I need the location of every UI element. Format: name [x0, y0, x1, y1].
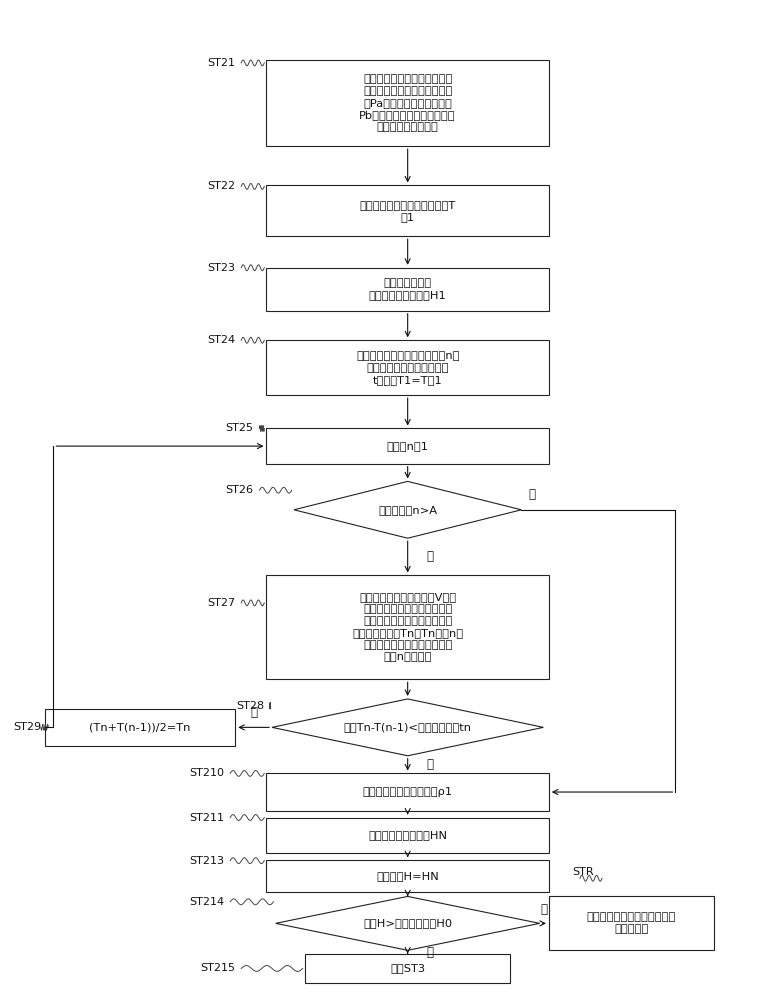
- Bar: [549, 896, 714, 950]
- Text: 是: 是: [426, 758, 433, 771]
- Text: 查询此时变压器油的密度ρ1: 查询此时变压器油的密度ρ1: [363, 787, 453, 797]
- Bar: [267, 340, 549, 395]
- Bar: [44, 709, 235, 746]
- Text: 是: 是: [529, 488, 536, 501]
- Text: 输出油位H=HN: 输出油位H=HN: [377, 871, 439, 881]
- Text: ST22: ST22: [207, 181, 235, 191]
- Polygon shape: [272, 699, 543, 756]
- Text: ST23: ST23: [207, 263, 235, 273]
- Bar: [267, 185, 549, 236]
- Text: 判断Tn-T(n-1)<预设温度阈值tn: 判断Tn-T(n-1)<预设温度阈值tn: [344, 722, 471, 732]
- Text: 否: 否: [541, 903, 548, 916]
- Text: 油位H>预设油位阈值H0: 油位H>预设油位阈值H0: [363, 918, 452, 928]
- Bar: [267, 60, 549, 146]
- Bar: [267, 268, 549, 311]
- Text: ST21: ST21: [207, 58, 235, 68]
- Text: ST27: ST27: [207, 598, 235, 608]
- Text: 是: 是: [426, 946, 433, 959]
- Text: 计算此时的油位高度HN: 计算此时的油位高度HN: [368, 830, 447, 840]
- Text: ST214: ST214: [189, 897, 225, 907]
- Text: ST26: ST26: [225, 485, 254, 495]
- Text: ST25: ST25: [225, 423, 254, 433]
- Polygon shape: [294, 481, 521, 538]
- Text: ST213: ST213: [189, 856, 225, 866]
- Text: ST210: ST210: [189, 768, 225, 778]
- Text: (Tn+T(n-1))/2=Tn: (Tn+T(n-1))/2=Tn: [89, 722, 191, 732]
- Text: 计数器n加1: 计数器n加1: [387, 441, 429, 451]
- Text: 否: 否: [426, 550, 433, 563]
- Text: 计算变压器油的膨胀体积V膨胀
，根据变压器的膨胀体积以及
变压室的体积，再次估算变压
器油的平均温度Tn，Tn为第n个
油温变化时间后的油温的平均
值，n为正整: 计算变压器油的膨胀体积V膨胀 ，根据变压器的膨胀体积以及 变压室的体积，再次估算…: [352, 592, 463, 662]
- Bar: [267, 428, 549, 464]
- Bar: [267, 773, 549, 811]
- Polygon shape: [276, 896, 539, 950]
- Bar: [267, 818, 549, 853]
- Text: 进入ST3: 进入ST3: [390, 963, 426, 973]
- Text: 启动油温检测计数器，计数为n，
定义每次油温变化的时间为
t，定义T1=T油1: 启动油温检测计数器，计数为n， 定义每次油温变化的时间为 t，定义T1=T油1: [356, 351, 459, 385]
- Text: ST24: ST24: [207, 335, 235, 345]
- Bar: [267, 575, 549, 679]
- Text: ST215: ST215: [200, 963, 235, 973]
- Bar: [305, 954, 510, 983]
- Text: ST211: ST211: [189, 813, 225, 823]
- Bar: [267, 860, 549, 892]
- Text: 估算变压器油的初始平均温度T
油1: 估算变压器油的初始平均温度T 油1: [360, 200, 456, 222]
- Text: STR: STR: [573, 867, 594, 877]
- Text: 否: 否: [250, 706, 257, 719]
- Text: 计数器读数n>A: 计数器读数n>A: [378, 505, 437, 515]
- Text: 计算变压器室内
变压器油的初始高度H1: 计算变压器室内 变压器油的初始高度H1: [369, 278, 446, 300]
- Text: 变压器发生故障，停机保护，
并进行提示: 变压器发生故障，停机保护， 并进行提示: [587, 912, 676, 934]
- Text: ST28: ST28: [237, 701, 264, 711]
- Text: 启动变压器室内安装的压力传
感器，检测变压器室顶端的气
压Pa和变压器室底端的油压
Pb，微处理器将采集到的压力
信号传输到监控中心: 启动变压器室内安装的压力传 感器，检测变压器室顶端的气 压Pa和变压器室底端的油…: [359, 74, 456, 132]
- Text: ST29: ST29: [13, 722, 41, 732]
